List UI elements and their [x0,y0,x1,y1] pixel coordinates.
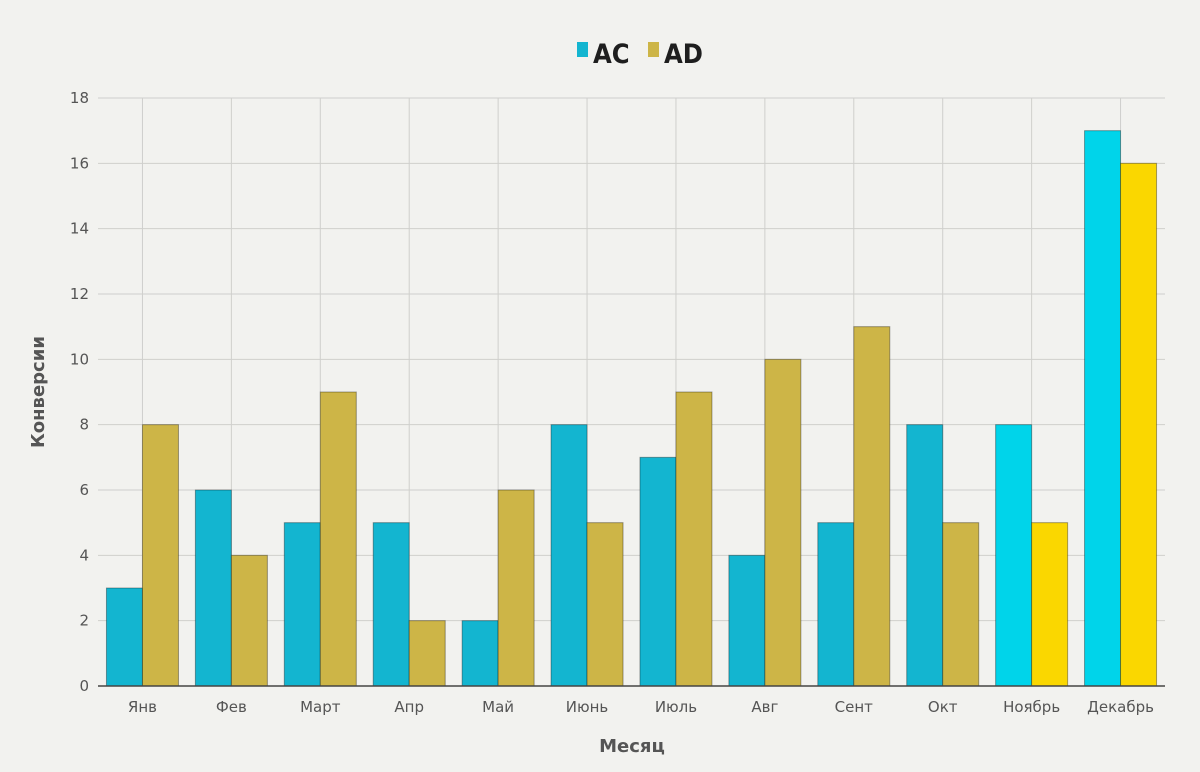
y-tick-label: 12 [70,285,89,303]
y-tick-label: 18 [70,89,89,107]
x-tick-label: Ноябрь [1003,698,1060,716]
bar-ad-6 [586,522,624,687]
x-tick-label: Декабрь [1087,698,1154,716]
y-axis-title: Конверсии [28,336,49,448]
x-tick-label: Авг [751,698,778,716]
x-tick-label: Апр [394,698,424,716]
x-tick-label: Май [482,698,514,716]
x-tick-label: Фев [216,698,247,716]
y-tick-label: 4 [79,546,89,564]
x-tick-label: Янв [128,698,157,716]
bar-ad-9 [853,326,891,687]
bar-ad-7 [675,391,713,687]
legend-swatch-ad [648,42,659,57]
bars [105,130,1158,687]
bar-ad-2 [230,554,268,687]
bar-ac-2 [194,489,232,687]
y-tick-label: 6 [79,481,89,499]
bar-ad-5 [497,489,535,687]
bar-ac-5 [461,620,499,687]
x-tick-label: Окт [928,698,958,716]
y-tick-label: 16 [70,154,89,172]
x-axis-ticks: Янв Фев Март Апр Май Июнь Июль Авг Сент Окт Ноябрь… [128,698,1154,716]
y-tick-label: 2 [79,612,89,630]
bar-ad-4 [408,620,446,687]
bar-ac-11 [995,424,1033,687]
legend-label-ad: AD [664,39,703,70]
bar-ac-4 [372,522,410,687]
x-axis-title: Месяц [599,736,665,757]
x-tick-label: Июль [655,698,697,716]
bar-ad-1 [141,424,179,687]
bar-ad-11 [1031,522,1069,687]
legend-label-ac: AC [593,39,630,70]
x-tick-label: Июнь [566,698,609,716]
bar-ad-10 [942,522,980,687]
y-tick-label: 8 [79,416,89,434]
y-tick-label: 0 [79,677,89,695]
x-tick-label: Сент [835,698,874,716]
y-tick-label: 14 [70,220,89,238]
y-tick-label: 10 [70,350,89,368]
bar-ac-8 [728,554,766,687]
legend: AC AD [577,39,703,70]
bar-ac-10 [906,424,944,687]
bar-ac-9 [817,522,855,687]
bar-ad-12 [1120,162,1158,687]
x-tick-label: Март [300,698,341,716]
bar-ac-1 [105,587,143,687]
bar-ac-7 [639,456,677,687]
bar-ac-12 [1084,130,1122,687]
y-axis-ticks: 0 2 4 6 8 10 12 14 16 18 [70,89,89,695]
legend-swatch-ac [577,42,588,57]
bar-ac-6 [550,424,588,687]
bar-ac-3 [283,522,321,687]
bar-ad-3 [319,391,357,687]
bar-ad-8 [764,358,802,687]
